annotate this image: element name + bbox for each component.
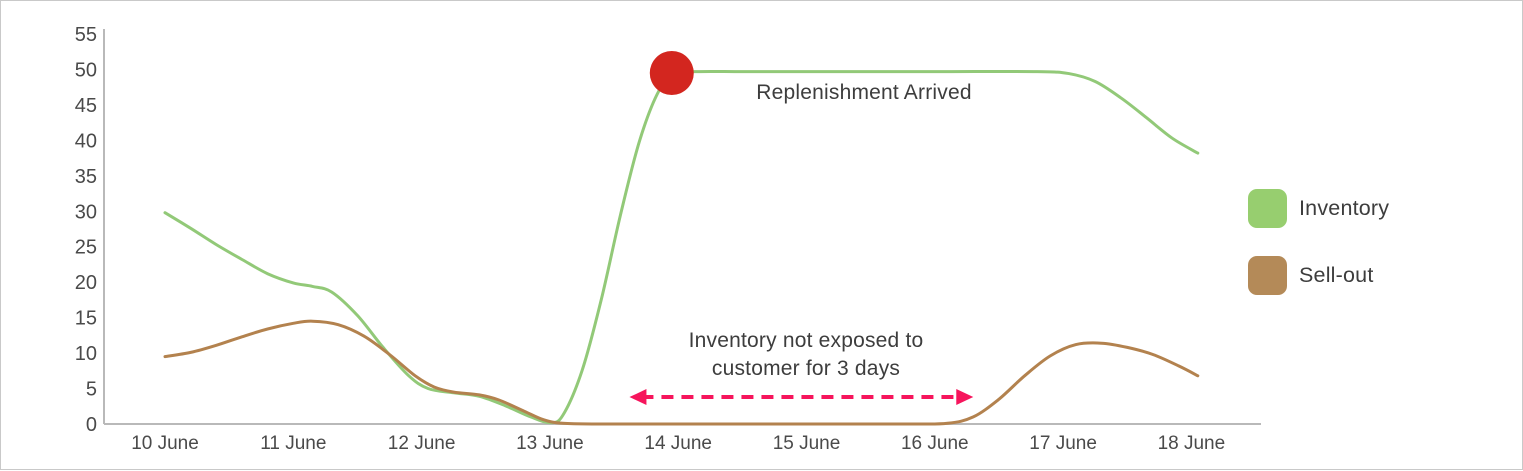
x-tick-label: 17 June bbox=[1029, 433, 1097, 454]
annotation-inventory-gap-line1: Inventory not exposed to bbox=[688, 329, 924, 352]
x-tick-label: 10 June bbox=[131, 433, 199, 454]
y-tick-label: 0 bbox=[86, 414, 97, 436]
replenishment-dot bbox=[649, 51, 694, 95]
y-tick-label: 25 bbox=[75, 237, 97, 259]
inventory-swatch bbox=[1248, 189, 1287, 228]
legend-item-inventory: Inventory bbox=[1248, 189, 1389, 228]
annotation-inventory-gap: Inventory not exposed to customer for 3 … bbox=[689, 327, 924, 383]
x-tick-label: 11 June bbox=[260, 433, 326, 454]
gap-arrow-left-head bbox=[629, 389, 647, 406]
x-tick-label: 18 June bbox=[1158, 433, 1226, 454]
y-tick-label: 10 bbox=[75, 343, 97, 365]
legend-label-inventory: Inventory bbox=[1299, 196, 1390, 220]
y-tick-label: 20 bbox=[75, 272, 97, 294]
x-tick-label: 15 June bbox=[773, 433, 841, 454]
legend-label-sellout: Sell-out bbox=[1299, 263, 1374, 287]
inventory-line bbox=[163, 69, 1200, 425]
y-tick-label: 35 bbox=[75, 166, 97, 188]
y-tick-label: 5 bbox=[86, 379, 97, 401]
legend-item-sellout: Sell-out bbox=[1248, 256, 1389, 295]
legend: Inventory Sell-out bbox=[1248, 189, 1389, 323]
annotation-inventory-gap-line2: customer for 3 days bbox=[711, 357, 901, 380]
y-tick-label: 40 bbox=[75, 130, 97, 152]
y-tick-label: 15 bbox=[75, 308, 97, 330]
x-tick-label: 12 June bbox=[388, 433, 456, 454]
annotation-replenishment-arrived: Replenishment Arrived bbox=[756, 81, 972, 104]
gap-arrow-right-head bbox=[956, 389, 974, 406]
sellout-line bbox=[163, 319, 1200, 426]
x-tick-label: 13 June bbox=[516, 433, 584, 454]
y-tick-label: 55 bbox=[75, 24, 97, 46]
y-tick-label: 50 bbox=[75, 59, 97, 81]
sellout-swatch bbox=[1248, 256, 1287, 295]
y-tick-label: 30 bbox=[75, 201, 97, 223]
x-tick-label: 14 June bbox=[644, 433, 712, 454]
y-tick-label: 45 bbox=[75, 95, 97, 117]
x-tick-label: 16 June bbox=[901, 433, 969, 454]
